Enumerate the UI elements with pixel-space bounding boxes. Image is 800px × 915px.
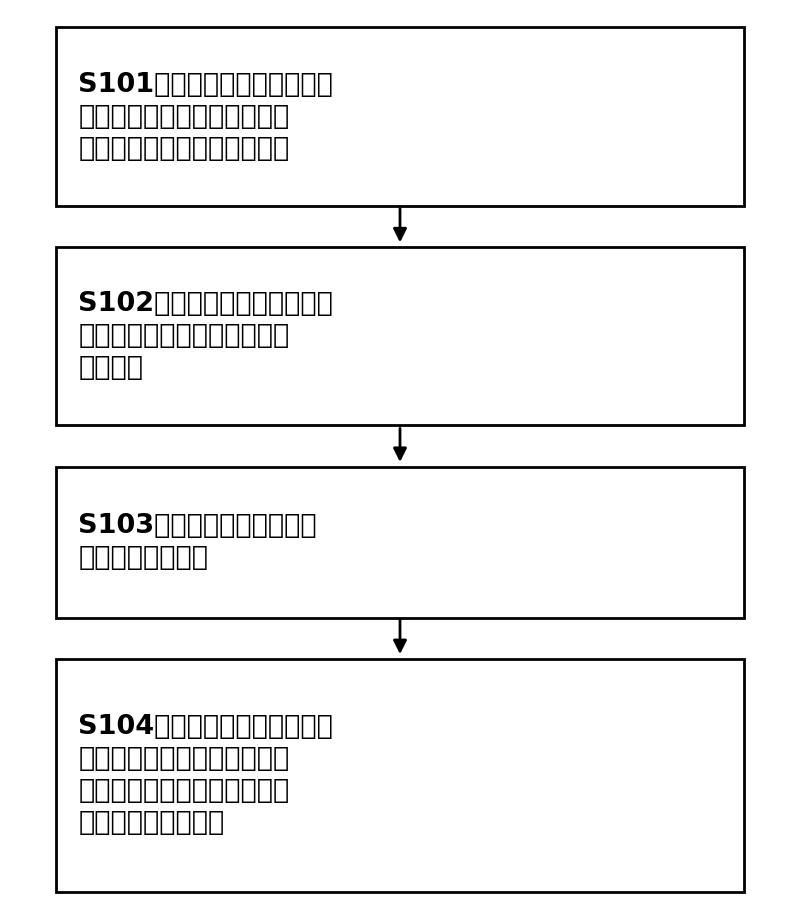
FancyBboxPatch shape bbox=[56, 467, 744, 618]
Text: S103根据当前内阻压降确定
容量修正阀值电压: S103根据当前内阻压降确定 容量修正阀值电压 bbox=[78, 513, 317, 571]
FancyBboxPatch shape bbox=[56, 27, 744, 206]
Text: S102根据述电池实际剩余电量
和电池绝对容量更新电池当前
内阻压降: S102根据述电池实际剩余电量 和电池绝对容量更新电池当前 内阻压降 bbox=[78, 291, 334, 382]
Text: S104根据所述容量修正阀值电
压和所述累积变化电量校准下
一时间段的电池满充可用电量
和电池剩余可用电量: S104根据所述容量修正阀值电 压和所述累积变化电量校准下 一时间段的电池满充可… bbox=[78, 715, 334, 836]
FancyBboxPatch shape bbox=[56, 659, 744, 892]
FancyBboxPatch shape bbox=[56, 247, 744, 425]
Text: S101检测当前时间段的变化电
量，以更新累积变化电量和当
前时间段的电池实际剩余电量: S101检测当前时间段的变化电 量，以更新累积变化电量和当 前时间段的电池实际剩… bbox=[78, 71, 334, 162]
